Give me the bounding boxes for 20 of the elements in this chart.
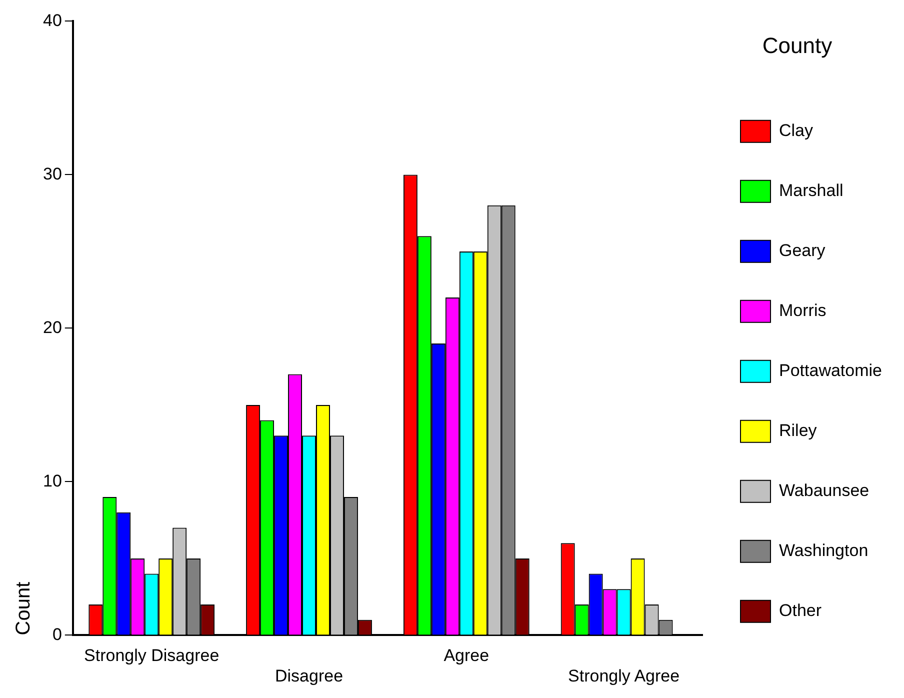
x-tick-label: Disagree: [274, 666, 344, 686]
legend-title: County: [762, 33, 832, 58]
y-tick-label: 20: [42, 318, 62, 337]
legend-label: Clay: [779, 121, 814, 140]
x-tick-label: Strongly Disagree: [84, 646, 220, 666]
legend-label: Marshall: [779, 181, 844, 200]
y-axis-title: Count: [12, 581, 35, 636]
legend-label: Geary: [779, 241, 826, 260]
y-tick-label: 0: [52, 624, 62, 644]
legend-label: Other: [779, 601, 822, 620]
x-tick-label: Agree: [444, 646, 490, 666]
legend-label: Wabaunsee: [779, 481, 870, 500]
y-tick-label: 10: [42, 471, 62, 490]
y-tick-label: 40: [42, 10, 62, 30]
legend-label: Pottawatomie: [779, 361, 882, 380]
x-tick-label: Strongly Agree: [568, 666, 680, 686]
legend-label: Morris: [779, 301, 826, 320]
y-tick-label: 30: [42, 164, 62, 184]
legend-label: Riley: [779, 421, 818, 440]
legend-label: Washington: [779, 541, 868, 560]
